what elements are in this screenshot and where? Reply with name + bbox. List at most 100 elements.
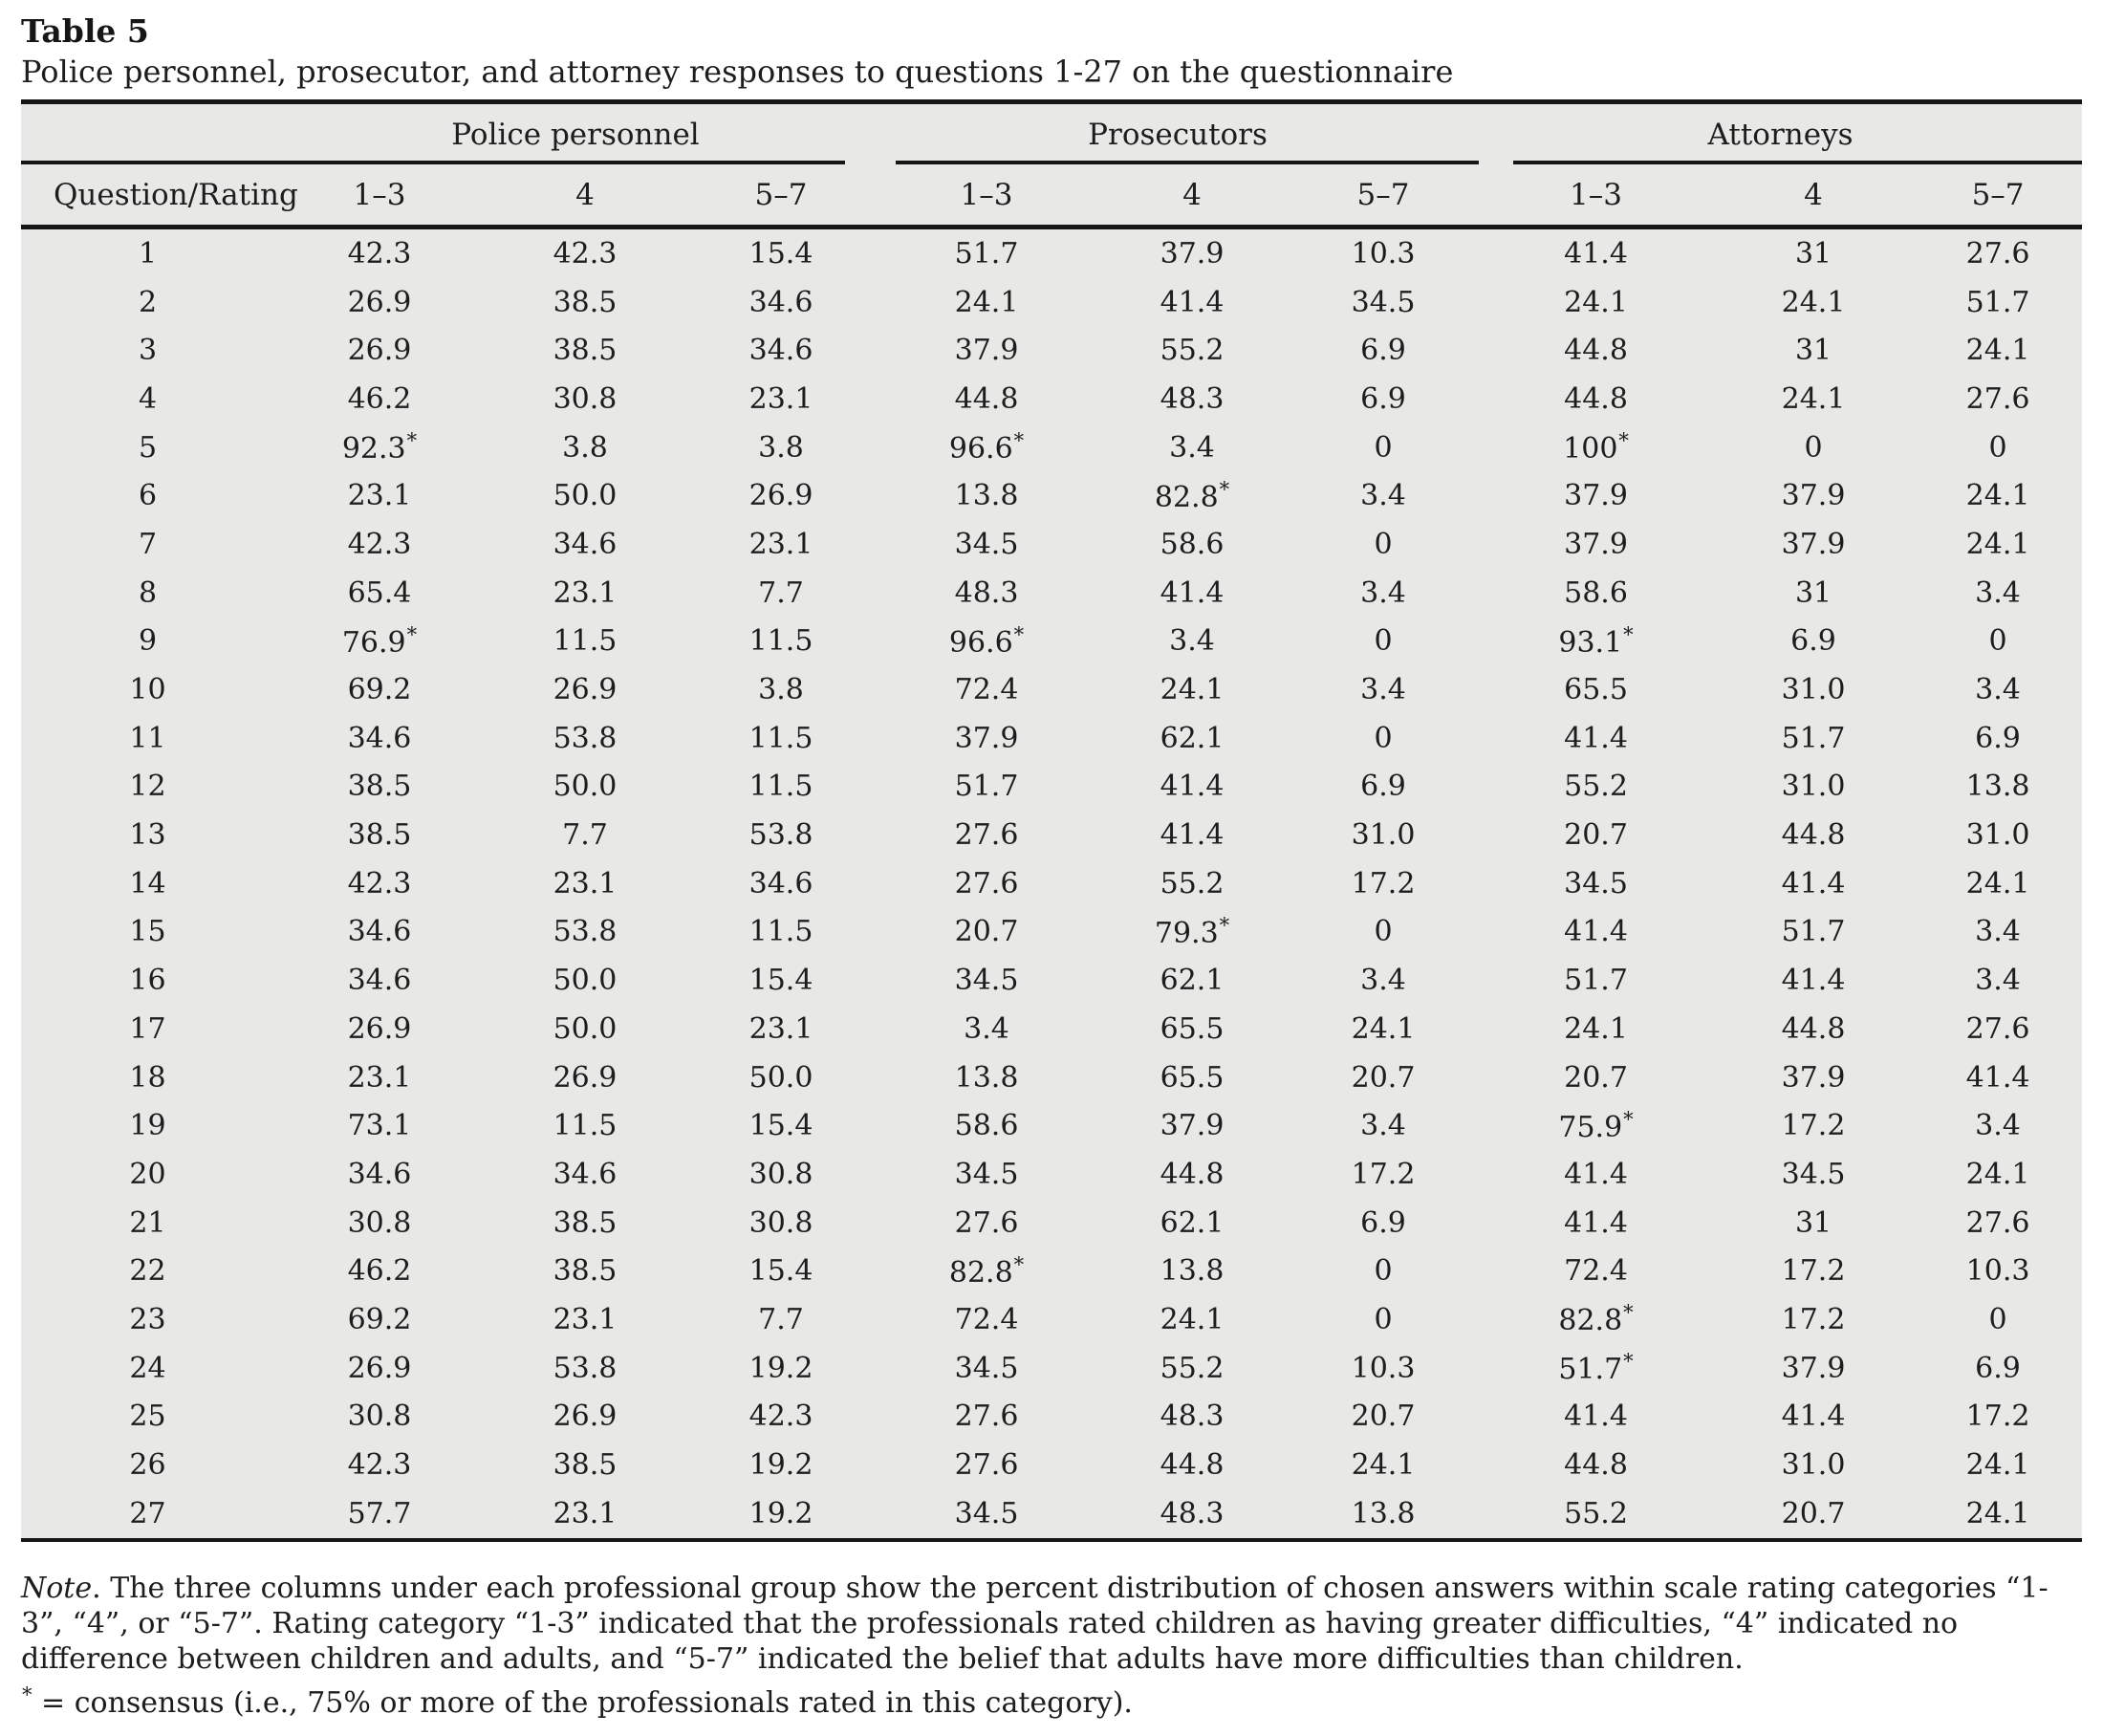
- value-cell: 26.9: [748, 479, 813, 513]
- note-body: . The three columns under each professio…: [21, 1571, 2049, 1676]
- question-cell: 19: [129, 1109, 166, 1143]
- value-cell: 73.1: [347, 1109, 412, 1143]
- value-cell: 34.6: [748, 285, 813, 319]
- value-cell: 7.7: [758, 575, 804, 610]
- table-row: 4 46.2 30.8 23.1 44.8 48.3 6.9 44.8 24.1 27.6: [21, 375, 2082, 423]
- value-cell: 96.6*: [877, 423, 1096, 472]
- consensus-star: *: [1623, 622, 1634, 646]
- value-cell: 24.1: [1564, 1011, 1628, 1046]
- value-cell: 34.5: [954, 1496, 1019, 1530]
- value-cell: 37.9: [1781, 479, 1846, 513]
- value-cell: 20.7: [1564, 818, 1628, 853]
- group-header-label: Attorneys: [1707, 117, 1854, 152]
- value-cell: 13.8: [954, 1060, 1019, 1095]
- value-cell: 51.7: [954, 770, 1019, 804]
- value-cell: 19.2: [748, 1351, 813, 1385]
- value-cell: 53.8: [553, 721, 618, 755]
- value-cell: 11.5: [553, 624, 618, 659]
- value-cell: 27.6: [1965, 1011, 2030, 1046]
- value-cell: 72.4: [954, 1302, 1019, 1336]
- value-number: 51.7: [1558, 1353, 1623, 1387]
- value-number: 82.8: [948, 1255, 1013, 1290]
- value-cell: 24.1: [1351, 1448, 1416, 1483]
- value-cell: 23.1: [748, 381, 813, 416]
- value-cell: 26.9: [553, 1400, 618, 1434]
- value-cell: 24.1: [1160, 673, 1225, 707]
- value-cell: 17.2: [1965, 1400, 2030, 1434]
- value-number: 93.1: [1558, 625, 1623, 660]
- question-cell: 15: [129, 915, 166, 949]
- value-cell: 3.8: [758, 673, 804, 707]
- value-cell: 11.5: [748, 624, 813, 659]
- value-cell: 93.1*: [1479, 618, 1713, 666]
- group-header-label: Police personnel: [451, 117, 700, 152]
- spanner-rule: [1513, 161, 2083, 164]
- value-cell: 37.9: [1160, 1109, 1225, 1143]
- value-cell: 7.7: [562, 818, 608, 853]
- question-cell: 10: [129, 673, 166, 707]
- value-cell: 0: [1374, 527, 1393, 561]
- value-cell: 65.5: [1160, 1011, 1225, 1046]
- value-cell: 76.9*: [274, 618, 485, 666]
- value-cell: 3.4: [1360, 575, 1406, 610]
- value-cell: 38.5: [553, 1448, 618, 1483]
- value-cell: 17.2: [1781, 1254, 1846, 1289]
- value-cell: 3.8: [562, 430, 608, 465]
- value-cell: 41.4: [1564, 1205, 1628, 1240]
- value-cell: 27.6: [1965, 381, 2030, 416]
- table-row: 16 34.6 50.0 15.4 34.5 62.1 3.4 51.7 41.4 3.4: [21, 956, 2082, 1005]
- value-cell: 30.8: [748, 1157, 813, 1191]
- value-cell: 50.0: [553, 770, 618, 804]
- table-row: 26 42.3 38.5 19.2 27.6 44.8 24.1 44.8 31.0 24.1: [21, 1441, 2082, 1489]
- value-cell: 100*: [1479, 423, 1713, 472]
- value-number: 100: [1563, 432, 1618, 467]
- column-header-prosecutors-4: 4: [1096, 164, 1289, 229]
- question-cell: 24: [129, 1351, 166, 1385]
- value-cell: 23.1: [553, 1302, 618, 1336]
- value-cell: 41.4: [1781, 866, 1846, 901]
- question-cell: 8: [138, 575, 158, 610]
- column-header-prosecutors-5-7: 5–7: [1288, 164, 1480, 229]
- value-cell: 11.5: [748, 915, 813, 949]
- column-header-police-personnel-4: 4: [485, 164, 685, 229]
- value-cell: 26.9: [553, 1060, 618, 1095]
- value-cell: 48.3: [1160, 1400, 1225, 1434]
- value-cell: 48.3: [1160, 1496, 1225, 1530]
- value-cell: 17.2: [1781, 1109, 1846, 1143]
- value-cell: 62.1: [1160, 1205, 1225, 1240]
- value-cell: 24.1: [1965, 479, 2030, 513]
- consensus-star: *: [1013, 1252, 1025, 1276]
- value-cell: 75.9*: [1479, 1101, 1713, 1150]
- value-cell: 20.7: [1781, 1496, 1846, 1530]
- value-cell: 34.6: [347, 915, 412, 949]
- value-cell: 7.7: [758, 1302, 804, 1336]
- value-cell: 53.8: [553, 1351, 618, 1385]
- value-cell: 3.4: [1975, 1109, 2021, 1143]
- value-cell: 65.5: [1160, 1060, 1225, 1095]
- value-cell: 15.4: [748, 236, 813, 271]
- value-cell: 17.2: [1351, 1157, 1416, 1191]
- value-cell: 34.6: [553, 527, 618, 561]
- table-row: 20 34.6 34.6 30.8 34.5 44.8 17.2 41.4 34.5 24.1: [21, 1150, 2082, 1199]
- consensus-star: *: [406, 429, 418, 453]
- value-cell: 3.4: [1360, 1109, 1406, 1143]
- value-cell: 58.6: [1160, 527, 1225, 561]
- value-number: 96.6: [948, 625, 1013, 660]
- value-number: 82.8: [1558, 1304, 1623, 1338]
- value-cell: 58.6: [954, 1109, 1019, 1143]
- table-row: 15 34.6 53.8 11.5 20.7 79.3* 0 41.4 51.7 3.4: [21, 908, 2082, 957]
- value-cell: 34.5: [1351, 285, 1416, 319]
- value-cell: 37.9: [1781, 1060, 1846, 1095]
- value-cell: 31: [1794, 334, 1832, 368]
- table-row: 5 92.3* 3.8 3.8 96.6* 3.4 0 100* 0 0: [21, 423, 2082, 472]
- table-row: 3 26.9 38.5 34.6 37.9 55.2 6.9 44.8 31 24.1: [21, 326, 2082, 375]
- value-number: 75.9: [1558, 1110, 1623, 1144]
- value-cell: 41.4: [1564, 915, 1628, 949]
- value-cell: 55.2: [1564, 770, 1628, 804]
- value-cell: 26.9: [347, 285, 412, 319]
- value-cell: 46.2: [347, 1254, 412, 1289]
- value-cell: 79.3*: [1096, 908, 1288, 957]
- value-cell: 24.1: [1965, 334, 2030, 368]
- value-cell: 34.6: [748, 866, 813, 901]
- value-cell: 44.8: [1160, 1157, 1225, 1191]
